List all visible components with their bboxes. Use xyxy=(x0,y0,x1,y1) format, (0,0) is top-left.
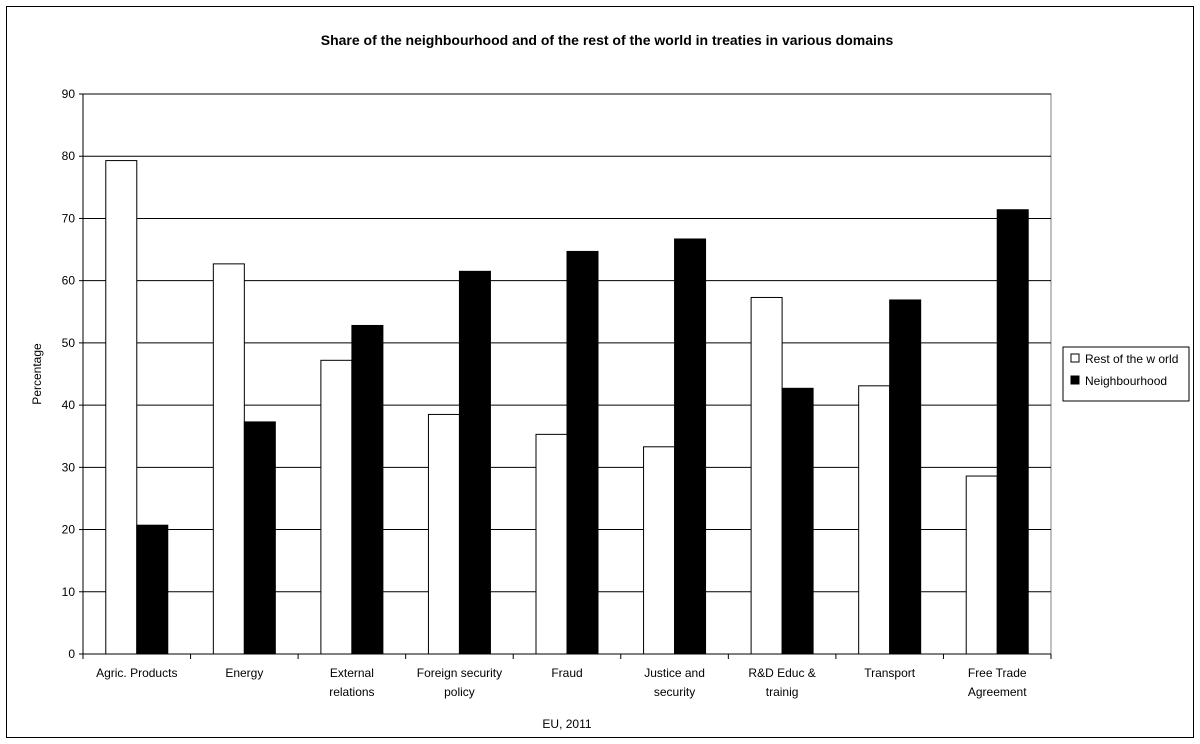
bar-rest-of-world xyxy=(643,446,676,655)
x-tick-label: Agreement xyxy=(968,685,1027,699)
y-tick-label: 10 xyxy=(62,585,76,599)
x-tick-label: R&D Educ & xyxy=(748,666,815,680)
y-tick-label: 80 xyxy=(62,149,76,163)
bar-rest-of-world xyxy=(535,433,568,655)
legend-label: Neighbourhood xyxy=(1085,374,1167,388)
bar-rest-of-world xyxy=(427,413,460,655)
x-tick-label: Fraud xyxy=(551,666,582,680)
x-tick-label: Foreign security xyxy=(417,666,502,680)
bar-neighbourhood xyxy=(458,270,491,655)
x-tick-label: security xyxy=(654,685,695,699)
legend-label: Rest of the w orld xyxy=(1085,352,1178,366)
bar-neighbourhood xyxy=(136,524,169,655)
x-tick-label: Transport xyxy=(864,666,916,680)
x-tick-label: External xyxy=(330,666,374,680)
y-tick-label: 60 xyxy=(62,274,76,288)
x-tick-label: Justice and xyxy=(644,666,705,680)
y-tick-label: 90 xyxy=(62,87,76,101)
bar-neighbourhood xyxy=(243,421,276,655)
x-tick-label: policy xyxy=(444,685,475,699)
bar-neighbourhood xyxy=(351,324,384,655)
bar-rest-of-world xyxy=(750,296,783,655)
y-tick-label: 40 xyxy=(62,398,76,412)
bar-neighbourhood xyxy=(674,238,707,655)
bar-rest-of-world xyxy=(858,385,891,655)
bar-rest-of-world xyxy=(965,475,998,655)
x-axis-label: EU, 2011 xyxy=(542,717,591,731)
bar-chart: Share of the neighbourhood and of the re… xyxy=(30,32,1190,731)
y-tick-label: 0 xyxy=(68,647,75,661)
legend-swatch xyxy=(1070,353,1080,363)
legend-swatch xyxy=(1070,375,1080,385)
bar-neighbourhood xyxy=(781,387,814,655)
x-tick-label: Energy xyxy=(225,666,263,680)
bar-rest-of-world xyxy=(320,359,353,655)
y-tick-label: 50 xyxy=(62,336,76,350)
y-tick-label: 20 xyxy=(62,523,76,537)
x-tick-label: trainig xyxy=(766,685,799,699)
y-tick-label: 70 xyxy=(62,211,76,225)
legend-box xyxy=(1062,346,1190,402)
bar-neighbourhood xyxy=(566,250,599,655)
bar-neighbourhood xyxy=(996,209,1029,655)
y-tick-label: 30 xyxy=(62,460,76,474)
x-tick-label: relations xyxy=(329,685,374,699)
bar-neighbourhood xyxy=(889,299,922,655)
bar-rest-of-world xyxy=(105,160,138,655)
chart-frame: Share of the neighbourhood and of the re… xyxy=(6,6,1194,738)
legend: Rest of the w orld Neighbourhood xyxy=(1062,346,1190,402)
x-tick-label: Agric. Products xyxy=(96,666,177,680)
x-tick-label: Free Trade xyxy=(968,666,1027,680)
chart-title: Share of the neighbourhood and of the re… xyxy=(321,32,894,48)
y-axis-label: Percentage xyxy=(30,343,44,405)
bar-rest-of-world xyxy=(212,263,245,655)
